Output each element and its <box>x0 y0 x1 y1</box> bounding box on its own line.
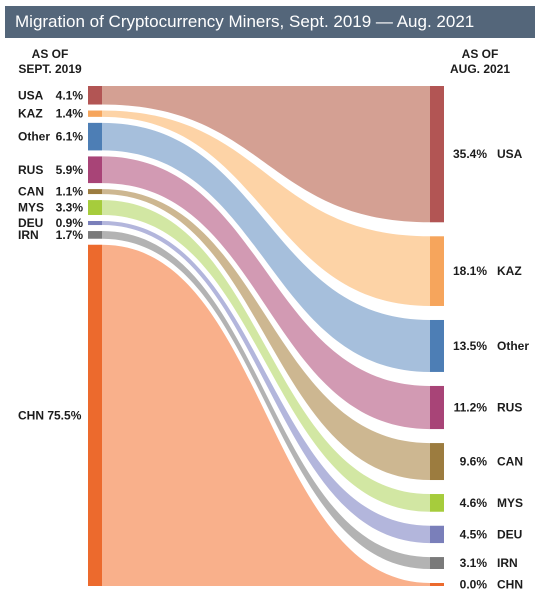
right-code-irn: IRN <box>497 556 518 570</box>
right-bar-irn <box>430 557 444 569</box>
right-bar-kaz <box>430 236 444 306</box>
right-code-kaz: KAZ <box>497 264 522 278</box>
right-code-usa: USA <box>497 147 523 161</box>
title-bar: Migration of Cryptocurrency Miners, Sept… <box>5 6 535 38</box>
left-value-can: 1.1% <box>56 185 84 199</box>
flow-kaz <box>102 110 430 306</box>
flow-irn <box>102 231 430 569</box>
right-value-irn: 3.1% <box>460 556 488 570</box>
left-code-deu: DEU <box>18 216 43 230</box>
right-value-kaz: 18.1% <box>453 264 487 278</box>
right-code-deu: DEU <box>497 527 522 541</box>
chart-title: Migration of Cryptocurrency Miners, Sept… <box>15 12 475 31</box>
right-code-can: CAN <box>497 455 523 469</box>
left-code-usa: USA <box>18 88 44 102</box>
right-value-mys: 4.6% <box>460 496 488 510</box>
left-value-mys: 3.3% <box>56 201 84 215</box>
right-bar-mys <box>430 494 444 512</box>
right-bar-chn <box>430 583 444 586</box>
right-value-usa: 35.4% <box>453 147 487 161</box>
flow-can <box>102 189 430 481</box>
left-bar-chn <box>88 244 102 587</box>
flow-deu <box>102 220 430 544</box>
flow-other <box>102 122 430 372</box>
left-header-line-1: AS OF <box>32 47 69 61</box>
left-value-other: 6.1% <box>56 130 84 144</box>
left-code-irn: IRN <box>18 228 39 242</box>
right-bar-can <box>430 443 444 481</box>
right-bar-usa <box>430 86 444 223</box>
left-bar-irn <box>88 231 102 239</box>
left-bar-mys <box>88 200 102 215</box>
flow-usa <box>102 86 430 223</box>
left-value-usa: 4.1% <box>56 88 84 102</box>
bars-group <box>88 86 444 587</box>
flow-chn <box>102 244 430 587</box>
left-bar-kaz <box>88 110 102 117</box>
left-bar-other <box>88 122 102 151</box>
left-bar-usa <box>88 86 102 105</box>
right-code-chn: CHN <box>497 578 523 592</box>
flow-mys <box>102 200 430 512</box>
right-bar-rus <box>430 385 444 430</box>
labels-group: USA 4.1% 35.4% USA KAZ 1.4% 18.1% KAZ Other 6.1% 1… <box>18 88 529 591</box>
left-value-irn: 1.7% <box>56 228 84 242</box>
left-header-line-2: SEPT. 2019 <box>18 62 82 76</box>
left-code-mys: MYS <box>18 201 44 215</box>
flows-group <box>102 86 430 587</box>
left-bar-rus <box>88 156 102 184</box>
left-value-kaz: 1.4% <box>56 107 84 121</box>
left-value-deu: 0.9% <box>56 216 84 230</box>
right-value-can: 9.6% <box>460 455 488 469</box>
right-value-deu: 4.5% <box>460 527 488 541</box>
right-header-line-1: AS OF <box>462 47 499 61</box>
right-value-rus: 11.2% <box>454 401 488 415</box>
left-bar-deu <box>88 220 102 226</box>
right-value-other: 13.5% <box>453 339 487 353</box>
flow-rus <box>102 156 430 430</box>
left-label-chn: CHN 75.5% <box>18 408 82 422</box>
left-code-other: Other <box>18 130 50 144</box>
right-bar-deu <box>430 525 444 544</box>
left-bar-can <box>88 189 102 195</box>
right-code-other: Other <box>497 339 529 353</box>
left-value-rus: 5.9% <box>56 163 84 177</box>
left-code-can: CAN <box>18 185 44 199</box>
left-code-kaz: KAZ <box>18 107 43 121</box>
right-bar-other <box>430 319 444 372</box>
right-code-mys: MYS <box>497 496 523 510</box>
right-code-rus: RUS <box>497 401 522 415</box>
left-code-rus: RUS <box>18 163 43 177</box>
right-header-line-2: AUG. 2021 <box>450 62 510 76</box>
right-value-chn: 0.0% <box>460 578 488 592</box>
